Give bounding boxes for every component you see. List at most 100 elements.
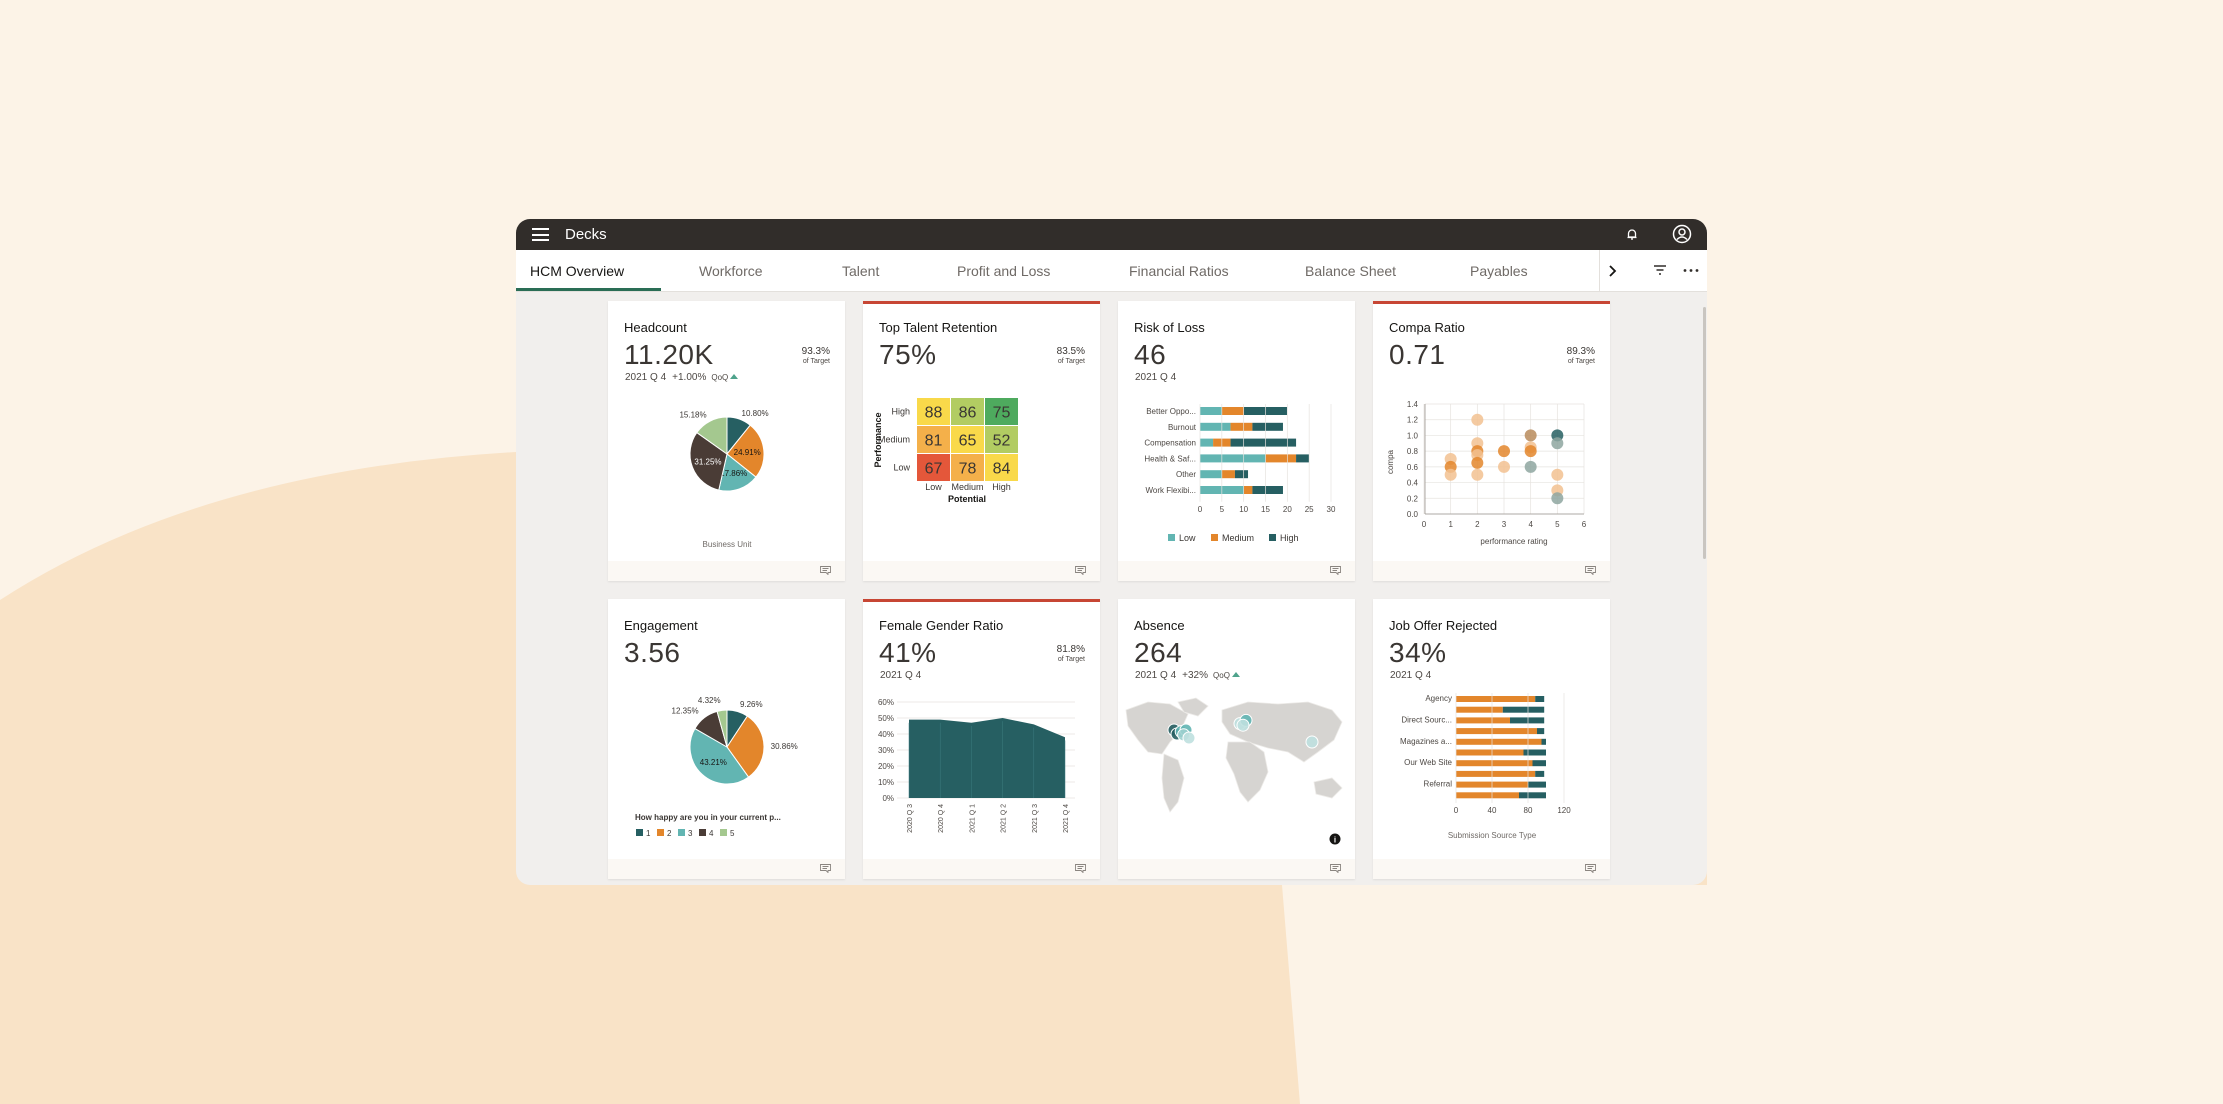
trend-up-icon (1231, 672, 1240, 677)
card-female-gender-ratio[interactable]: Female Gender Ratio 41% 2021 Q 4 81.8% of… (863, 599, 1100, 879)
x-tick-label: 0 (1198, 505, 1203, 514)
heatmap-value: 88 (925, 405, 943, 422)
bar-segment (1234, 470, 1249, 479)
pie-data-label: 30.86% (771, 742, 798, 751)
comment-icon[interactable] (1585, 566, 1596, 575)
tab-divider (1599, 250, 1600, 292)
legend-swatch (1168, 534, 1175, 541)
legend-label: Low (1179, 533, 1196, 543)
card-footer (608, 859, 845, 879)
kpi-period: 2021 Q 4 (880, 670, 922, 681)
comment-icon[interactable] (1075, 864, 1086, 873)
heatmap-cell (917, 454, 950, 481)
card-title: Absence (1134, 618, 1185, 633)
pie-data-label: 15.18% (679, 411, 706, 420)
bell-icon[interactable] (1625, 227, 1639, 241)
offer-bar-chart: Agency Direct Sourc... Magazines a... Our W… (1400, 693, 1571, 840)
y-tick-label: 1.4 (1407, 400, 1419, 409)
map-marker (1236, 718, 1250, 732)
kpi-value: 264 (1134, 637, 1183, 668)
heatmap-value: 86 (959, 405, 977, 422)
engagement-pie-chart: 9.26% 30.86% 43.21% 12.35%4.32% How happy ar… (635, 696, 798, 838)
card-footer (863, 859, 1100, 879)
chevron-right-icon[interactable] (1604, 261, 1622, 281)
tab-financial-ratios[interactable]: Financial Ratios (1129, 263, 1229, 279)
more-options-icon[interactable] (1683, 268, 1699, 273)
card-footer (1373, 561, 1610, 581)
filter-icon[interactable] (1653, 264, 1667, 276)
bar-segment (1535, 696, 1545, 702)
legend-swatch (720, 829, 727, 836)
menu-icon[interactable] (532, 228, 549, 241)
heatmap-value: 52 (993, 433, 1011, 450)
bar-segment (1456, 760, 1533, 767)
kpi-value: 46 (1134, 339, 1167, 370)
bar-segment (1456, 706, 1503, 713)
heatmap-value: 67 (925, 461, 943, 478)
heatmap-cell (985, 426, 1018, 453)
y-tick-label: Better Oppo... (1146, 407, 1196, 416)
bar-segment (1523, 749, 1546, 756)
heatmap-cell (985, 398, 1018, 425)
y-tick-label: 10% (878, 778, 894, 787)
legend-swatch (636, 829, 643, 836)
user-avatar-icon[interactable] (1672, 224, 1692, 244)
bar-segment (1221, 470, 1235, 479)
active-tab-indicator (516, 288, 661, 291)
bar-segment (1296, 454, 1310, 463)
tab-profit-and-loss[interactable]: Profit and Loss (957, 263, 1051, 279)
scrollbar[interactable] (1703, 307, 1706, 559)
headcount-pie-chart: 10.80% 24.91% 17.86% 31.25% 15.18% Business U… (679, 409, 768, 549)
card-compa-ratio[interactable]: Compa Ratio 0.71 89.3% of Target 0.0 0.2 0.… (1373, 301, 1610, 581)
y-axis-label: compa (1386, 449, 1395, 474)
tab-balance-sheet[interactable]: Balance Sheet (1305, 263, 1397, 279)
pie-data-label: 43.21% (700, 758, 727, 767)
card-footer (863, 561, 1100, 581)
x-axis-label: Business Unit (703, 540, 753, 549)
y-tick-label: 1.0 (1407, 431, 1419, 440)
y-tick-label: Medium (878, 435, 910, 445)
card-job-offer-rejected[interactable]: Job Offer Rejected 34% 2021 Q 4 Agency Di… (1373, 599, 1610, 879)
card-engagement[interactable]: Engagement 3.56 9.26% 30.86% 43.21% 12.35% 4… (608, 599, 845, 879)
tab-workforce[interactable]: Workforce (699, 263, 763, 279)
kpi-value: 0.71 (1389, 339, 1446, 370)
legend-swatch (657, 829, 664, 836)
bar-segment (1200, 407, 1222, 415)
comment-icon[interactable] (820, 864, 831, 873)
bar-segment (1221, 407, 1244, 415)
bar-segment (1535, 770, 1545, 777)
tab-payables[interactable]: Payables (1470, 263, 1528, 279)
top-bar: Decks (516, 219, 1707, 250)
card-top-talent-retention[interactable]: Top Talent Retention 75% 83.5% of Target … (863, 301, 1100, 581)
card-headcount[interactable]: Headcount 11.20K 2021 Q 4 +1.00% QoQ 93.3%… (608, 301, 845, 581)
pie-slice (726, 715, 765, 778)
pie-slice (689, 431, 728, 491)
tab-talent[interactable]: Talent (842, 263, 880, 279)
kpi-period: 2021 Q 4 (1390, 670, 1432, 681)
comment-icon[interactable] (1585, 864, 1596, 873)
comment-icon[interactable] (1330, 566, 1341, 575)
legend-swatch (1269, 534, 1276, 541)
x-axis-label: Potential (948, 494, 986, 504)
x-tick-label: 5 (1220, 505, 1225, 514)
kpi-value: 3.56 (624, 637, 681, 668)
y-tick-label: Other (1176, 470, 1196, 479)
compa-scatter-chart: 0.0 0.2 0.4 0.6 0.8 1.0 1.2 1.4 0 1 2 3 4 5 6 performan… (1386, 400, 1587, 546)
legend-label: 1 (646, 829, 651, 838)
scatter-point (1471, 413, 1484, 426)
legend-swatch (1211, 534, 1218, 541)
heatmap-cell (951, 454, 984, 481)
legend-label: High (1280, 533, 1299, 543)
comment-icon[interactable] (1330, 864, 1341, 873)
area-series (909, 718, 1065, 798)
x-tick-label: 25 (1305, 505, 1314, 514)
comment-icon[interactable] (820, 566, 831, 575)
comment-icon[interactable] (1075, 566, 1086, 575)
card-risk-of-loss[interactable]: Risk of Loss 46 2021 Q 4 Better Oppo... B… (1118, 301, 1355, 581)
kpi-period: 2021 Q 4 (1135, 372, 1177, 383)
tab-hcm-overview[interactable]: HCM Overview (530, 263, 625, 279)
bar-segment (1252, 422, 1283, 431)
card-absence[interactable]: Absence 264 2021 Q 4 +32% QoQ i (1118, 599, 1355, 879)
tab-bar: HCM Overview Workforce Talent Profit and… (516, 250, 1707, 292)
card-footer (1118, 859, 1355, 879)
